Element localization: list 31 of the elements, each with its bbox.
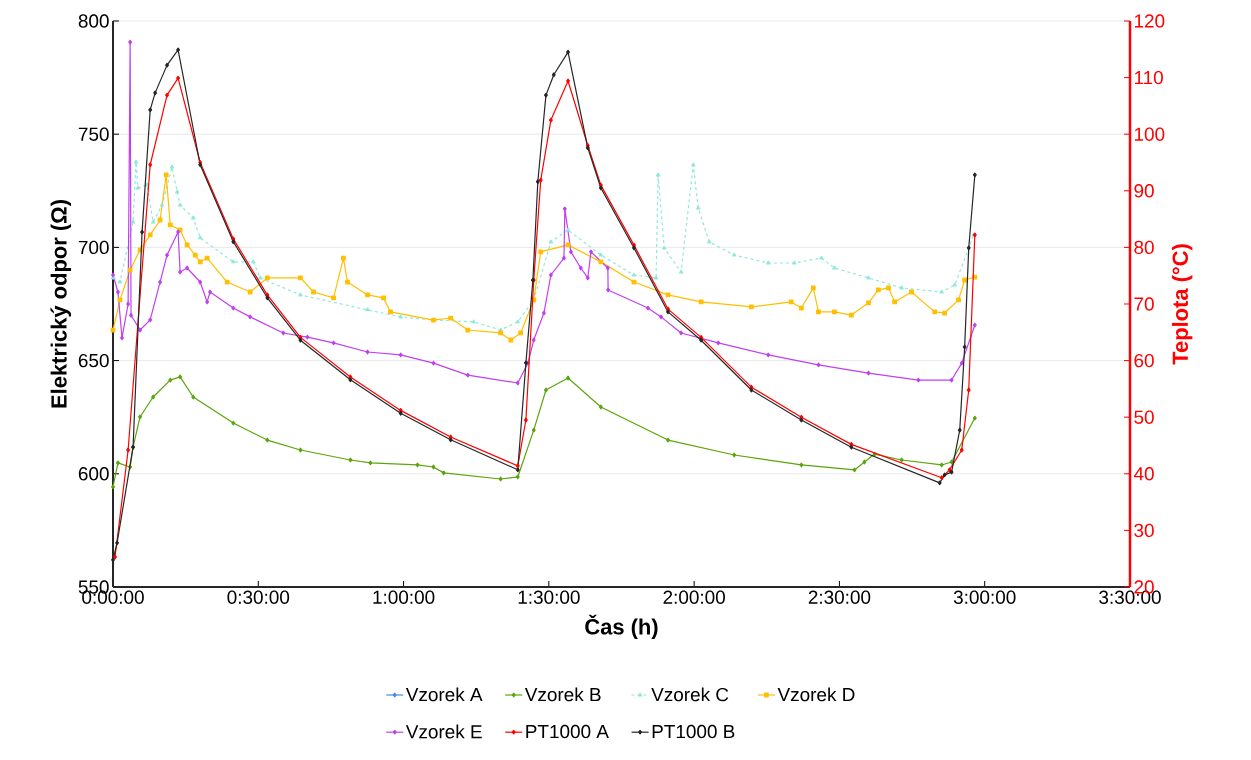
y-tick-label: 650	[78, 353, 109, 368]
y2-tick-label: 120	[1134, 14, 1165, 28]
x-tick-label: 2:30:00	[808, 590, 871, 604]
y2-tick-label: 50	[1134, 410, 1154, 424]
legend-label: PT1000 A	[526, 724, 609, 739]
y2-tick-label: 60	[1134, 353, 1154, 368]
legend-label: Vzorek D	[777, 687, 855, 702]
y2-tick-label: 90	[1134, 184, 1154, 198]
y-tick-label: 750	[78, 127, 109, 141]
legend-label: Vzorek B	[524, 687, 601, 702]
y2-tick-label: 110	[1134, 70, 1163, 85]
y-tick-label: 800	[78, 14, 109, 28]
y2-tick-label: 70	[1134, 297, 1154, 311]
legend-label: Vzorek A	[405, 687, 483, 702]
y-axis-title: Elektrický odpor (Ω)	[50, 200, 72, 408]
legend-label: PT1000 B	[652, 724, 735, 739]
x-axis-title: Čas (h)	[585, 614, 658, 639]
legend-label: Vzorek E	[405, 724, 482, 739]
y2-tick-label: 30	[1134, 523, 1154, 538]
y2-tick-label: 100	[1134, 127, 1165, 141]
legend-label: Vzorek C	[651, 687, 729, 702]
y-tick-label: 700	[78, 240, 109, 255]
y2-tick-label: 40	[1133, 467, 1154, 481]
x-tick-label: 0:30:00	[227, 590, 290, 604]
x-tick-label: 2:00:00	[663, 590, 725, 604]
y2-axis-title: Teplota (°C)	[1171, 244, 1193, 365]
x-tick-label: 1:30:00	[518, 590, 580, 604]
x-tick-label: 1:00:00	[373, 590, 435, 604]
y2-tick-label: 80	[1134, 240, 1154, 255]
x-tick-label: 3:00:00	[953, 590, 1016, 604]
y-tick-label: 600	[78, 467, 109, 481]
